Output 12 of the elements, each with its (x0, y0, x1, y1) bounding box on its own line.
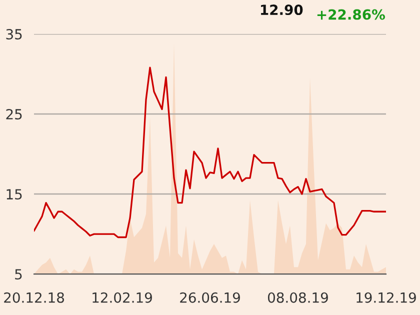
text: +22.86% (317, 9, 385, 20)
x-tick-label: 20.12.18 (4, 292, 64, 303)
x-tick-label: 19.12.19 (356, 292, 416, 303)
y-tick-label: 5 (15, 269, 22, 280)
y-tick-label: 15 (6, 189, 22, 200)
x-tick-label: 12.02.19 (92, 292, 152, 303)
y-tick-label: 35 (6, 28, 22, 40)
x-tick-label: 08.08.19 (268, 292, 328, 303)
text: 12.90 (261, 4, 303, 16)
y-tick-label: 25 (6, 109, 22, 120)
x-tick-label: 26.06.19 (180, 292, 240, 303)
line-series (34, 66, 386, 238)
